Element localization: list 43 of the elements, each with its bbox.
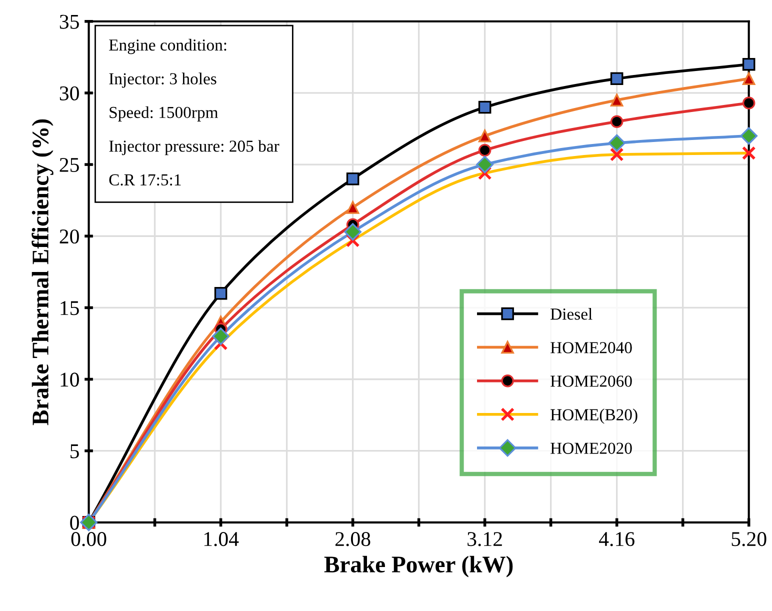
annotation: Engine condition:	[109, 38, 226, 54]
y-tick-label: 35	[60, 14, 79, 29]
y-tick-label: 5	[70, 444, 79, 458]
x-tick-label: 5.20	[732, 532, 766, 546]
x-tick-label: 4.16	[599, 532, 634, 546]
point	[608, 134, 626, 152]
point	[740, 127, 758, 145]
annotation: C.R 17:5:1	[109, 174, 181, 186]
point	[212, 328, 230, 346]
legend-label: HOME2060	[550, 376, 632, 387]
point	[610, 72, 624, 86]
point	[346, 201, 360, 214]
y-tick-label: 30	[60, 86, 79, 100]
legend-label: HOME2020	[550, 442, 632, 454]
y-tick-label: 25	[60, 158, 79, 172]
legend-label: Diesel	[550, 308, 592, 320]
y-tick-label: 15	[60, 301, 79, 316]
y-axis-title: Brake Thermal Efficiency (%)	[32, 119, 54, 426]
point	[478, 100, 492, 114]
x-tick-label: 0.00	[71, 532, 106, 546]
y-tick-label: 0	[70, 516, 79, 530]
x-tick-label: 3.12	[468, 532, 502, 546]
point	[742, 72, 756, 86]
point	[610, 115, 624, 128]
point	[610, 94, 624, 107]
point	[476, 156, 494, 174]
point	[214, 286, 228, 300]
point	[742, 96, 756, 110]
point	[478, 144, 492, 157]
annotation: Speed: 1500rpm	[110, 106, 218, 122]
point	[344, 223, 362, 241]
y-tick-label: 20	[60, 229, 79, 244]
annotation: Injector: 3 holes	[109, 72, 216, 88]
x-axis-title: Brake Power (kW)	[324, 556, 513, 578]
y-tick-label: 10	[60, 372, 79, 387]
x-tick-label: 2.08	[335, 532, 370, 546]
legend-label: HOME2040	[550, 342, 632, 354]
legend-label: HOME(B20)	[550, 408, 638, 424]
point	[742, 58, 756, 71]
x-tick-label: 1.04	[204, 532, 239, 546]
point	[346, 172, 360, 186]
point	[478, 130, 492, 142]
annotation: Injector pressure: 205 bar	[109, 140, 280, 156]
